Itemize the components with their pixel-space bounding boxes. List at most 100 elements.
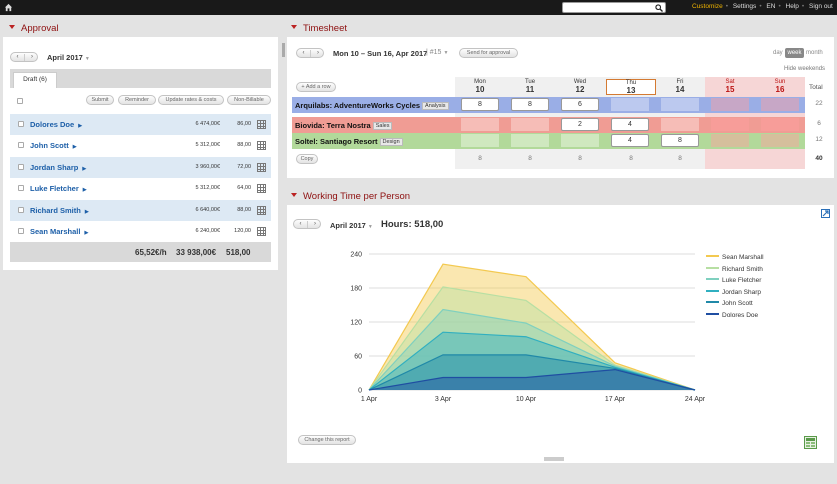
table-row[interactable]: Sean Marshall ▶ 6 240,00€ 120,00: [10, 221, 271, 242]
grid-icon[interactable]: [257, 227, 266, 236]
hours-cell[interactable]: 8: [661, 134, 699, 147]
hours-cell[interactable]: [461, 134, 499, 147]
view-day[interactable]: day: [773, 50, 783, 56]
employee-name[interactable]: Jordan Sharp ▶: [30, 163, 87, 172]
row-total: 22: [815, 100, 823, 107]
week-nav[interactable]: ‹ ›: [296, 48, 324, 58]
next-icon[interactable]: ›: [317, 50, 319, 56]
employee-name[interactable]: Dolores Doe ▶: [30, 120, 83, 129]
select-all-checkbox[interactable]: [17, 98, 23, 104]
employee-name[interactable]: Richard Smith ▶: [30, 206, 89, 215]
settings-link[interactable]: Settings: [732, 3, 757, 10]
hours-cell[interactable]: [511, 134, 549, 147]
timesheet-row: Soltel: Santiago Resort Design 4 8 12: [292, 133, 823, 149]
search-input[interactable]: [562, 2, 666, 13]
grid-icon[interactable]: [257, 163, 266, 172]
legend-item[interactable]: Luke Fletcher: [706, 277, 761, 284]
scrollbar[interactable]: [282, 43, 285, 57]
row-checkbox[interactable]: [18, 121, 24, 127]
next-icon[interactable]: ›: [314, 221, 316, 227]
approval-period-nav[interactable]: ‹ ›: [10, 52, 38, 62]
prev-icon[interactable]: ‹: [297, 50, 311, 57]
x-tick-label: 24 Apr: [685, 396, 706, 403]
hours-cell[interactable]: 8: [511, 98, 549, 111]
timesheet-header[interactable]: Timesheet: [291, 23, 347, 37]
hours-cell[interactable]: [761, 98, 799, 111]
customize-link[interactable]: Customize: [692, 3, 723, 10]
next-icon[interactable]: ›: [31, 54, 33, 60]
legend-item[interactable]: Sean Marshall: [706, 254, 764, 261]
hours-cell[interactable]: [761, 118, 799, 131]
prev-icon[interactable]: ‹: [11, 54, 25, 61]
day-total: 8: [678, 155, 682, 162]
hours-cell[interactable]: [711, 118, 749, 131]
hours-cell[interactable]: [761, 134, 799, 147]
table-row[interactable]: Richard Smith ▶ 6 640,00€ 88,00: [10, 200, 271, 221]
change-report-button[interactable]: Change this report: [298, 435, 356, 445]
language-link[interactable]: EN: [766, 3, 776, 10]
expand-icon[interactable]: [821, 209, 830, 218]
hours-cell[interactable]: [561, 134, 599, 147]
employee-name[interactable]: John Scott ▶: [30, 141, 77, 150]
approval-header[interactable]: Approval: [9, 23, 59, 37]
row-checkbox[interactable]: [18, 207, 24, 213]
legend-item[interactable]: Dolores Doe: [706, 312, 758, 319]
hours-cell[interactable]: 6: [561, 98, 599, 111]
hours-cell[interactable]: 4: [611, 118, 649, 131]
hours-cell[interactable]: [511, 118, 549, 131]
view-month[interactable]: month: [806, 50, 823, 56]
legend-item[interactable]: Jordan Sharp: [706, 289, 761, 296]
grid-icon[interactable]: [257, 120, 266, 129]
row-checkbox[interactable]: [18, 185, 24, 191]
approval-period-select[interactable]: April 2017 ▼: [47, 53, 90, 62]
non-billable-button[interactable]: Non-Billable: [227, 95, 271, 105]
search-icon[interactable]: [655, 4, 663, 12]
grid-icon[interactable]: [257, 184, 266, 193]
update-rates-button[interactable]: Update rates & costs: [158, 95, 224, 105]
grid-icon[interactable]: [257, 141, 266, 150]
hours-cell[interactable]: [711, 98, 749, 111]
prev-icon[interactable]: ‹: [294, 221, 308, 228]
row-checkbox[interactable]: [18, 164, 24, 170]
working-time-header[interactable]: Working Time per Person: [291, 191, 410, 205]
table-row[interactable]: Jordan Sharp ▶ 3 960,00€ 72,00: [10, 157, 271, 178]
hours-cell[interactable]: [711, 134, 749, 147]
hours-cell[interactable]: [461, 118, 499, 131]
legend-item[interactable]: John Scott: [706, 300, 753, 307]
task-tag: Design: [379, 138, 403, 146]
submit-button[interactable]: Submit: [86, 95, 114, 105]
home-icon[interactable]: [4, 3, 13, 12]
hours-cell[interactable]: 4: [611, 134, 649, 147]
hours-cell[interactable]: [661, 98, 699, 111]
y-tick-label: 240: [350, 252, 362, 259]
add-row-button[interactable]: + Add a row: [296, 82, 336, 92]
resize-handle[interactable]: [544, 457, 564, 461]
csv-export-icon[interactable]: [804, 436, 817, 449]
employee-name[interactable]: Sean Marshall ▶: [30, 227, 89, 236]
reminder-button[interactable]: Reminder: [118, 95, 156, 105]
approval-tabbar: [10, 69, 271, 88]
row-checkbox[interactable]: [18, 228, 24, 234]
hours-cell[interactable]: [661, 118, 699, 131]
hours-cell[interactable]: 2: [561, 118, 599, 131]
grid-icon[interactable]: [257, 206, 266, 215]
working-time-panel: [287, 205, 834, 463]
employee-name[interactable]: Luke Fletcher ▶: [30, 184, 87, 193]
hours-cell[interactable]: 8: [461, 98, 499, 111]
chevron-down-icon: ▼: [84, 56, 90, 62]
row-checkbox[interactable]: [18, 142, 24, 148]
view-week[interactable]: week: [785, 48, 804, 58]
table-row[interactable]: Luke Fletcher ▶ 5 312,00€ 64,00: [10, 178, 271, 199]
copy-button[interactable]: Copy: [296, 154, 318, 164]
legend-item[interactable]: Richard Smith: [706, 266, 763, 273]
tab-draft[interactable]: Draft (6): [13, 72, 57, 88]
hours-cell[interactable]: [611, 98, 649, 111]
help-link[interactable]: Help: [785, 3, 799, 10]
hide-weekends-link[interactable]: Hide weekends: [784, 66, 826, 72]
sign-out-link[interactable]: Sign out: [809, 3, 833, 10]
chart-period-select[interactable]: April 2017 ▼: [330, 221, 373, 230]
chart-period-nav[interactable]: ‹ ›: [293, 219, 321, 229]
table-row[interactable]: Dolores Doe ▶ 6 474,00€ 86,00: [10, 114, 271, 135]
table-row[interactable]: John Scott ▶ 5 312,00€ 88,00: [10, 135, 271, 156]
send-for-approval-button[interactable]: Send for approval: [459, 48, 518, 58]
